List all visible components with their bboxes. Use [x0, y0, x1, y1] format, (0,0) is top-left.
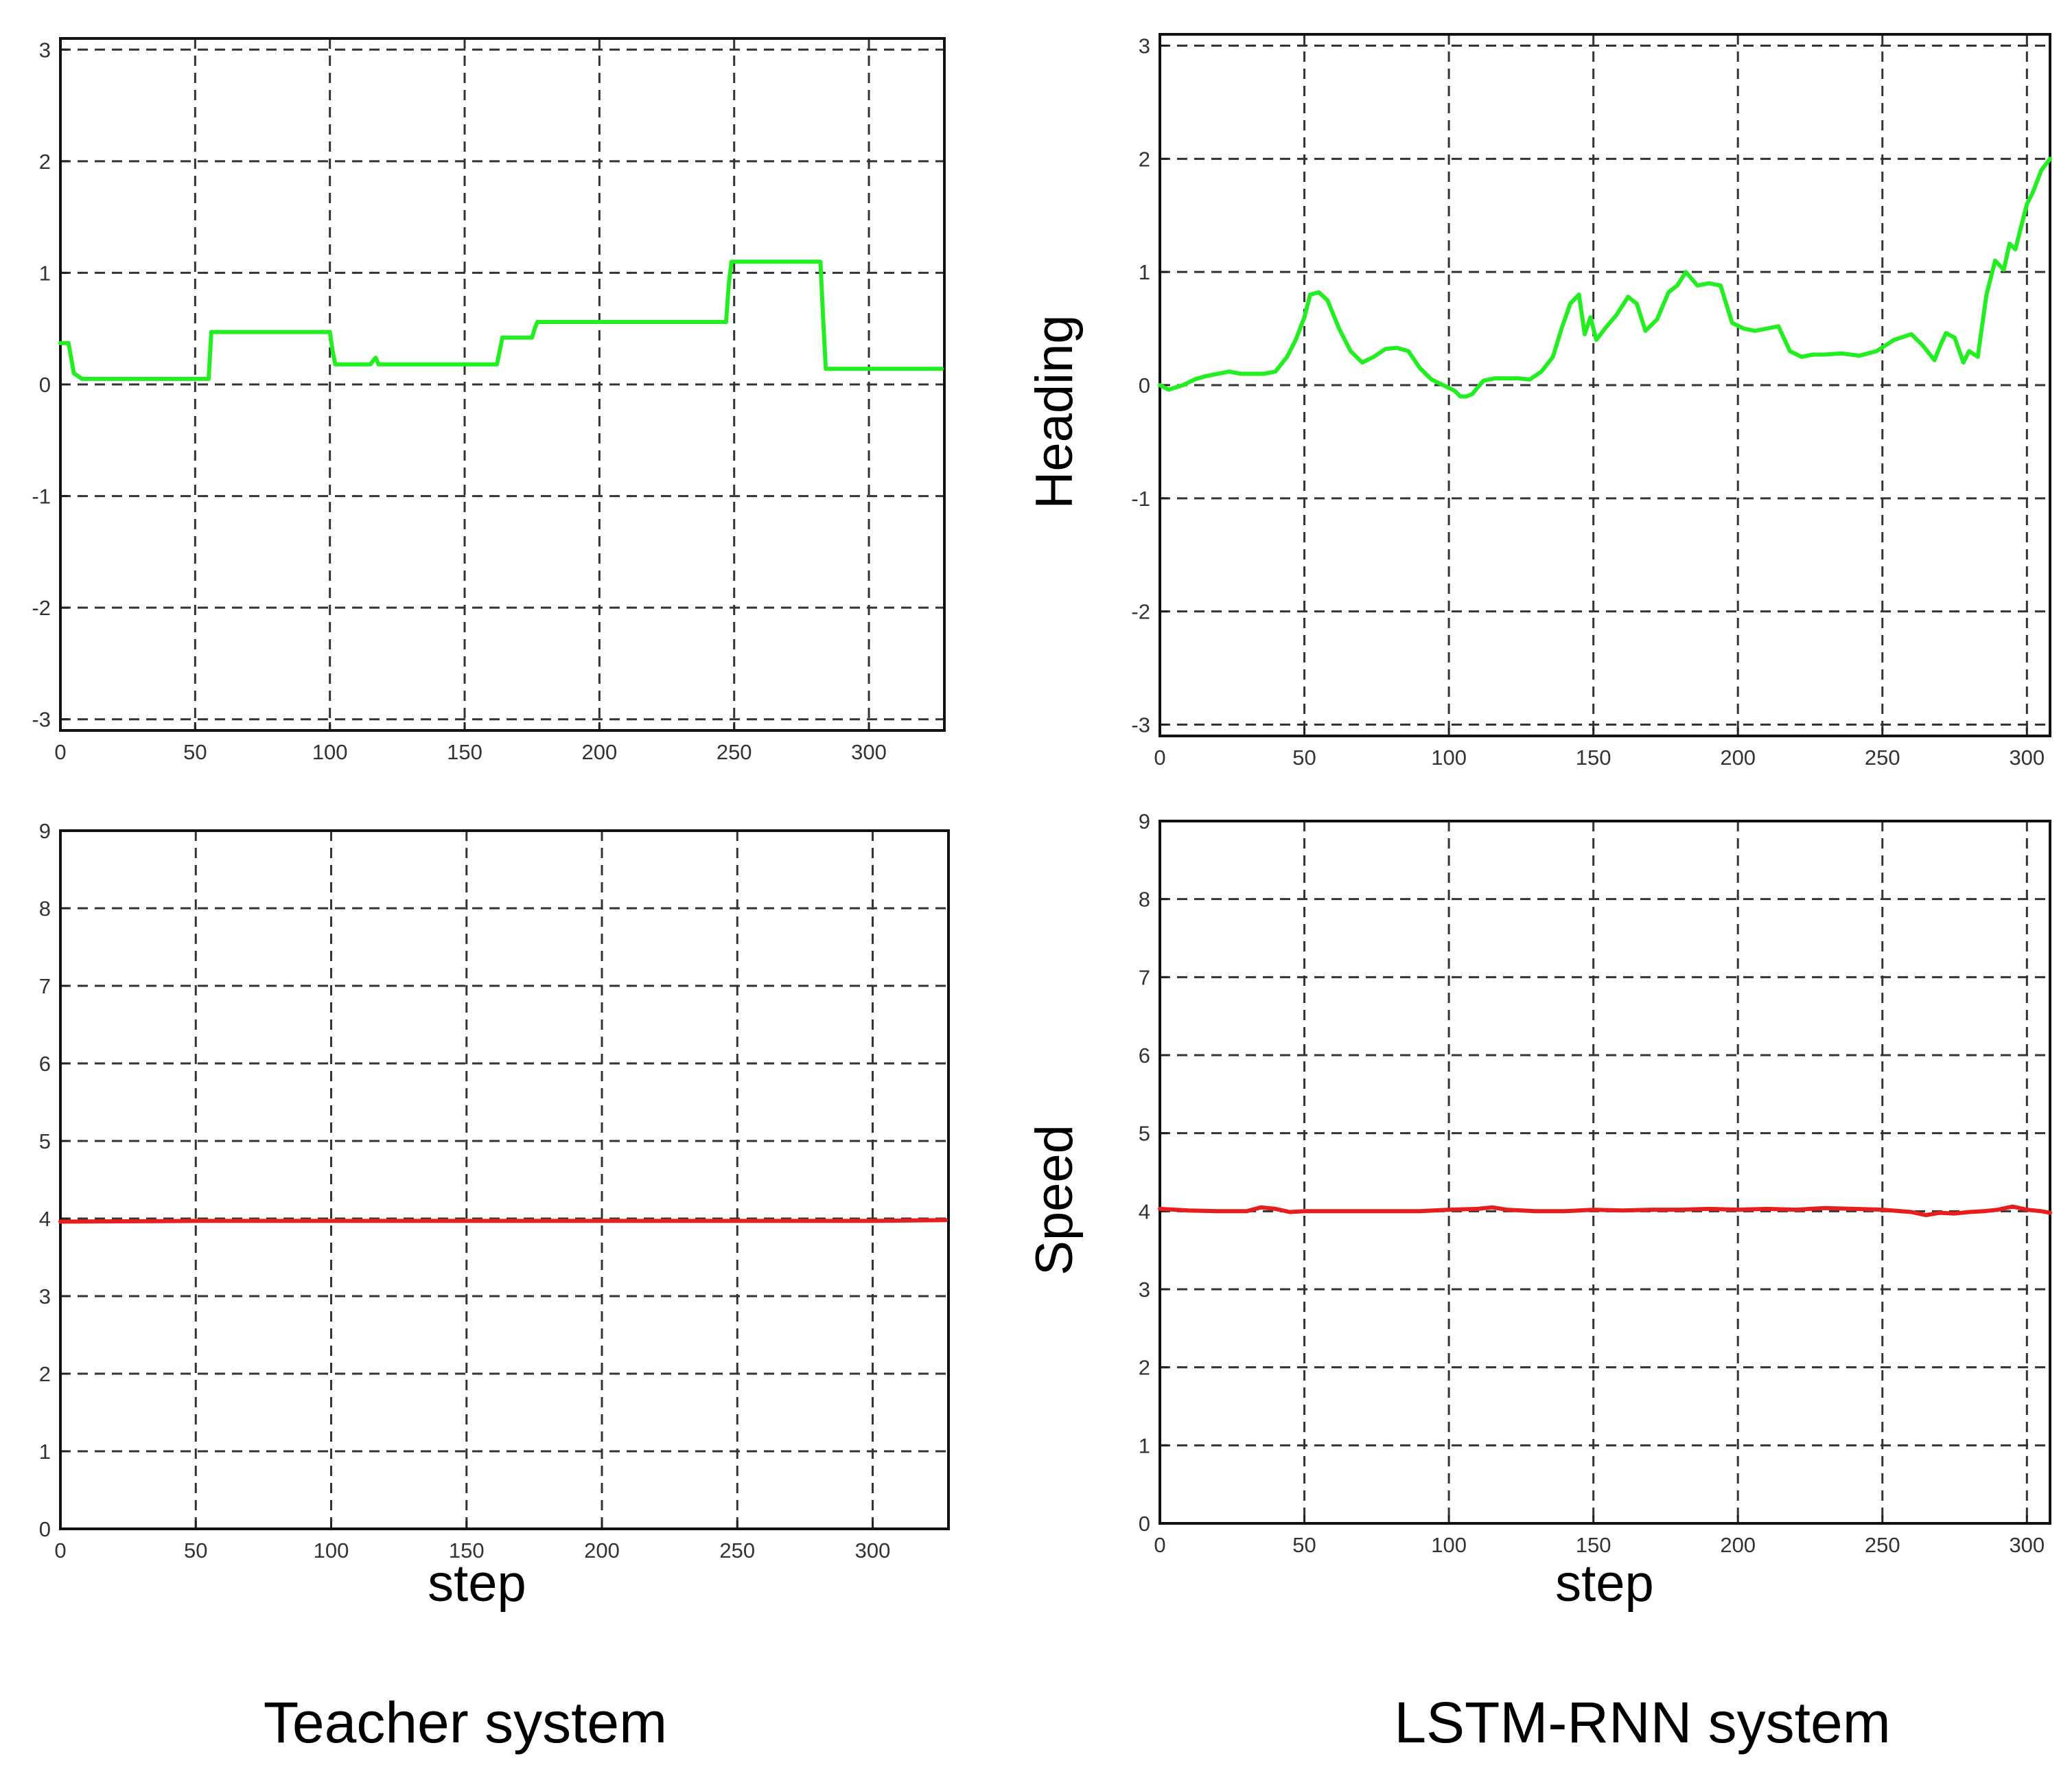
x-tick-label: 100	[314, 1538, 349, 1562]
y-tick-label: 6	[1139, 1043, 1150, 1068]
x-tick-label: 50	[1292, 1533, 1316, 1557]
teacher-step-label: step	[428, 1554, 526, 1613]
x-tick-label: 300	[855, 1538, 891, 1562]
x-tick-label: 250	[1865, 1533, 1900, 1557]
x-tick-label: 150	[447, 740, 482, 764]
y-tick-label: 0	[1139, 373, 1150, 397]
x-tick-label: 200	[1720, 746, 1756, 770]
y-tick-label: 4	[39, 1207, 51, 1231]
y-tick-label: 0	[39, 373, 51, 397]
y-tick-label: -2	[1131, 600, 1150, 624]
x-tick-label: 0	[54, 740, 66, 764]
y-tick-label: -1	[32, 485, 51, 509]
series-line	[58, 260, 944, 381]
x-tick-label: 200	[581, 740, 617, 764]
y-tick-label: 8	[39, 897, 51, 921]
x-tick-label: 150	[1576, 746, 1611, 770]
y-tick-label: 9	[39, 819, 51, 843]
y-tick-label: -2	[32, 596, 51, 620]
y-tick-label: 8	[1139, 888, 1150, 912]
x-tick-label: 300	[2009, 1533, 2045, 1557]
y-tick-label: 3	[39, 38, 51, 62]
y-tick-label: 0	[1139, 1512, 1150, 1536]
y-tick-label: 7	[39, 974, 51, 998]
x-tick-label: 100	[1431, 746, 1467, 770]
x-tick-label: 200	[584, 1538, 620, 1562]
x-tick-label: 300	[2009, 746, 2045, 770]
y-tick-label: -1	[1131, 487, 1150, 511]
y-tick-label: 1	[39, 261, 51, 285]
x-tick-label: 200	[1720, 1533, 1756, 1557]
y-tick-label: 9	[1139, 809, 1150, 833]
chart-teacher-heading: -3 -2 -1 0 1 2 3 0 50 100 150 200 250 300	[32, 37, 946, 764]
y-tick-label: 7	[1139, 965, 1150, 989]
y-tick-label: 0	[39, 1517, 51, 1541]
y-tick-label: 5	[1139, 1122, 1150, 1146]
series-line	[1158, 1204, 2052, 1217]
speed-axis-label: Speed	[1025, 1125, 1084, 1276]
y-tick-label: 3	[1139, 34, 1150, 58]
y-tick-label: -3	[1131, 713, 1150, 737]
y-tick-label: 2	[1139, 147, 1150, 171]
y-tick-label: 1	[1139, 1433, 1150, 1457]
y-tick-label: 3	[39, 1284, 51, 1308]
lstm-step-label: step	[1555, 1554, 1654, 1613]
x-tick-label: 0	[1154, 746, 1165, 770]
lstm-rnn-system-caption: LSTM-RNN system	[1394, 1690, 1890, 1755]
x-tick-label: 0	[54, 1538, 66, 1562]
x-tick-label: 300	[851, 740, 887, 764]
x-tick-label: 250	[717, 740, 752, 764]
series-line	[1158, 157, 2052, 399]
x-tick-label: 100	[1431, 1533, 1467, 1557]
teacher-system-caption: Teacher system	[264, 1690, 667, 1755]
x-tick-label: 100	[312, 740, 348, 764]
x-tick-label: 150	[1576, 1533, 1611, 1557]
y-tick-label: 2	[1139, 1356, 1150, 1380]
y-tick-label: 5	[39, 1129, 51, 1153]
y-tick-label: 1	[1139, 260, 1150, 284]
y-tick-label: 3	[1139, 1278, 1150, 1302]
chart-lstm-heading: -3 -2 -1 0 1 2 3 0 50 100 150 200 250 300	[1131, 33, 2052, 770]
x-tick-label: 250	[1865, 746, 1900, 770]
chart-lstm-speed: 0 1 2 3 4 5 6 7 8 9 0 50 100 150 200 250 300	[1139, 809, 2052, 1557]
x-tick-label: 0	[1154, 1533, 1165, 1557]
chart-teacher-speed: 0 1 2 3 4 5 6 7 8 9 0 50 100 150 200 250 300	[39, 819, 950, 1562]
x-tick-label: 50	[183, 740, 207, 764]
x-tick-label: 150	[449, 1538, 485, 1562]
x-tick-label: 250	[719, 1538, 755, 1562]
heading-axis-label: Heading	[1025, 314, 1084, 509]
plot-frame	[1159, 820, 2051, 1525]
x-tick-label: 50	[184, 1538, 207, 1562]
series-line	[58, 1218, 948, 1224]
y-tick-label: 1	[39, 1440, 51, 1464]
y-tick-label: 4	[1139, 1199, 1150, 1223]
y-tick-label: 6	[39, 1052, 51, 1076]
x-tick-label: 50	[1292, 746, 1316, 770]
y-tick-label: 2	[39, 150, 51, 174]
y-tick-label: 2	[39, 1362, 51, 1386]
plot-frame	[59, 829, 950, 1530]
y-tick-label: -3	[32, 708, 51, 732]
plot-frame	[59, 37, 946, 732]
